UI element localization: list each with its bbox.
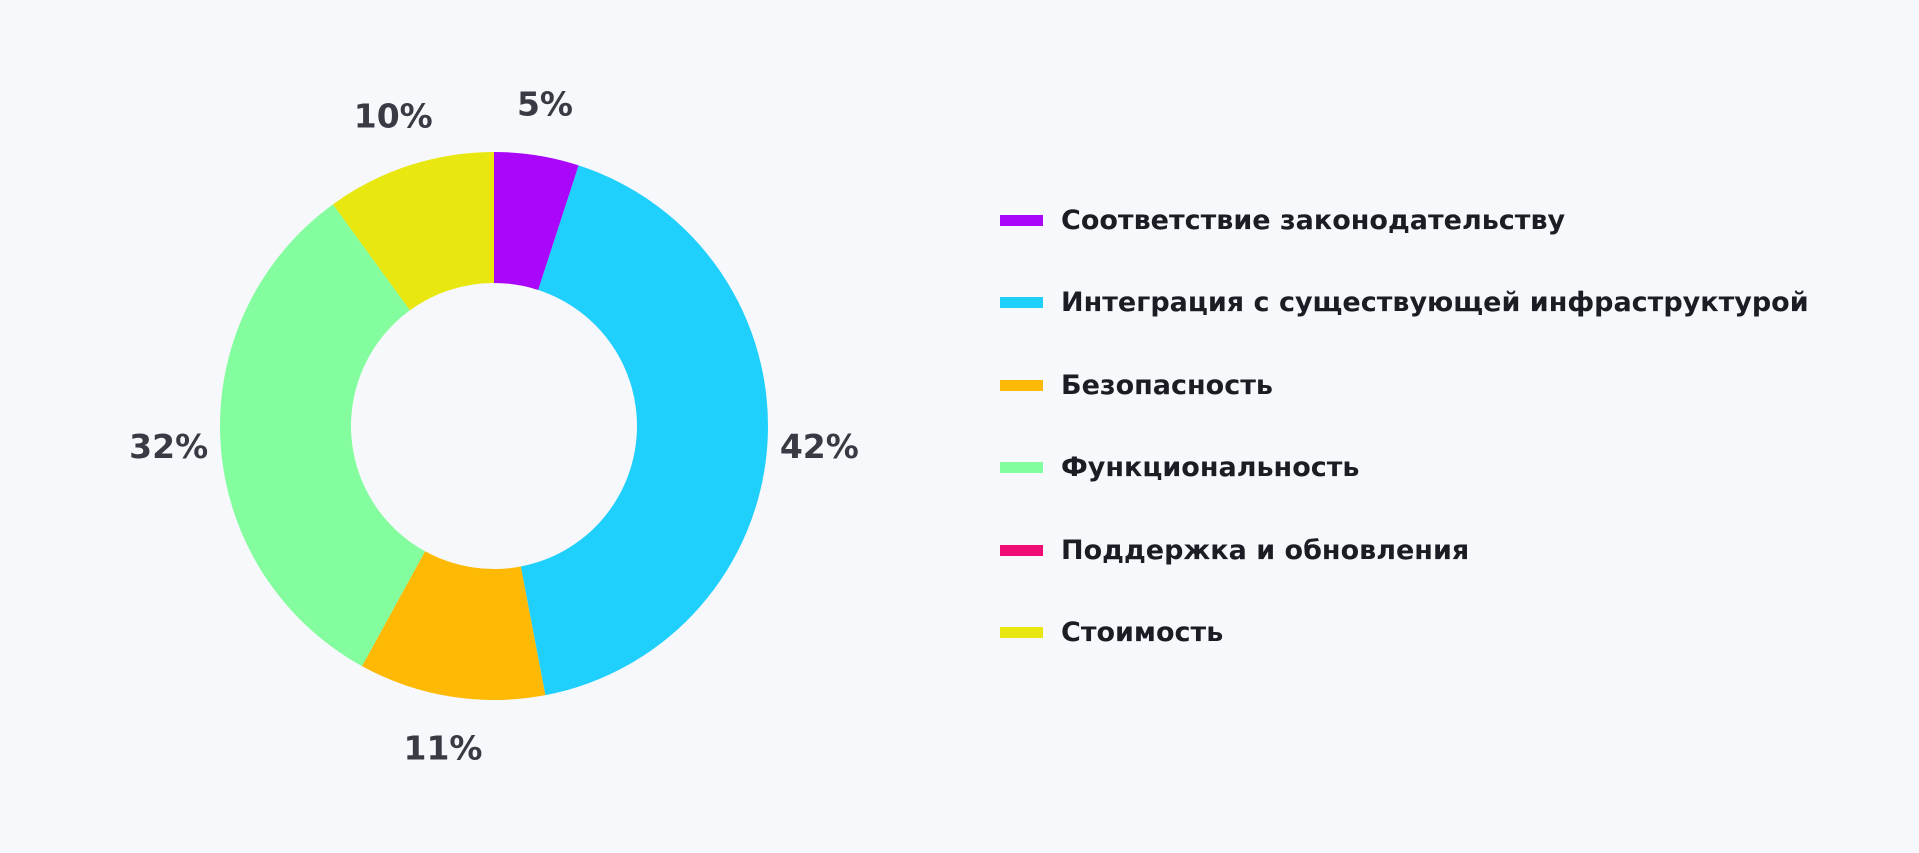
- legend-label: Функциональность: [1061, 452, 1360, 483]
- legend-swatch: [1000, 627, 1043, 638]
- legend-swatch: [1000, 544, 1043, 556]
- legend-item: Соответствие законодательству: [1000, 198, 1900, 242]
- slice-percent-label: 42%: [780, 427, 859, 466]
- legend-label: Поддержка и обновления: [1061, 534, 1470, 566]
- donut-slice: [219, 204, 426, 667]
- donut-slice: [332, 152, 494, 311]
- legend-label: Стоимость: [1061, 617, 1224, 648]
- chart-legend: Соответствие законодательству Интеграция …: [1000, 198, 1900, 693]
- legend-item: Интеграция с существующей инфраструктуро…: [1000, 281, 1900, 325]
- legend-label: Интеграция с существующей инфраструктуро…: [1061, 287, 1809, 318]
- legend-item: Функциональность: [1000, 446, 1900, 490]
- percent-labels: 5% 42% 11% 32% 10%: [129, 85, 859, 768]
- slice-percent-label: 32%: [129, 427, 208, 466]
- donut-slices: [219, 152, 769, 700]
- slice-percent-label: 10%: [354, 96, 433, 135]
- donut-slice: [361, 551, 546, 700]
- legend-swatch: [1000, 297, 1043, 308]
- donut-slice: [520, 165, 769, 696]
- slice-percent-label: 11%: [404, 728, 483, 767]
- donut-slice: [494, 152, 579, 290]
- legend-item: Поддержка и обновления: [1000, 528, 1900, 572]
- legend-swatch: [1000, 462, 1043, 473]
- legend-item: Стоимость: [1000, 611, 1900, 655]
- legend-label: Соответствие законодательству: [1061, 204, 1566, 236]
- legend-item: Безопасность: [1000, 363, 1900, 407]
- legend-swatch: [1000, 214, 1043, 226]
- slice-percent-label: 5%: [517, 85, 573, 124]
- legend-label: Безопасность: [1061, 369, 1273, 401]
- legend-swatch: [1000, 379, 1043, 391]
